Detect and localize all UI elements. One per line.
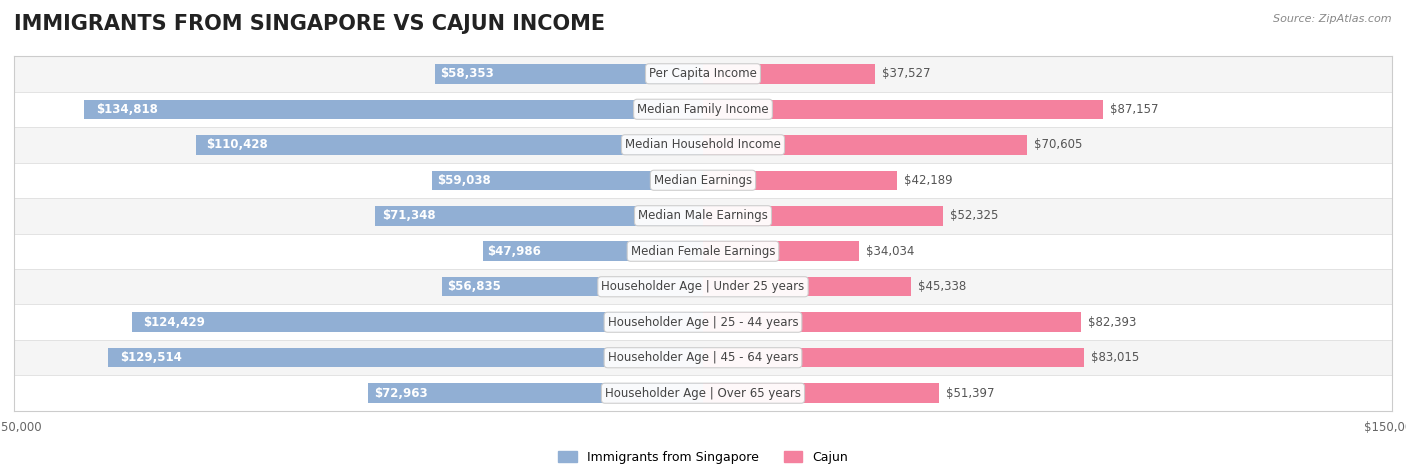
Text: $72,963: $72,963 (374, 387, 429, 400)
Bar (703, 277, 911, 297)
Bar (14, 127, 1392, 163)
Text: $129,514: $129,514 (120, 351, 181, 364)
Text: $71,348: $71,348 (382, 209, 436, 222)
Bar (14, 340, 1392, 375)
Bar (703, 206, 943, 226)
Bar (14, 198, 1392, 234)
Text: $58,353: $58,353 (440, 67, 494, 80)
Text: $70,605: $70,605 (1035, 138, 1083, 151)
Bar (14, 56, 1392, 92)
Bar (14, 375, 1392, 411)
Text: Median Female Earnings: Median Female Earnings (631, 245, 775, 258)
Text: Median Family Income: Median Family Income (637, 103, 769, 116)
Text: $51,397: $51,397 (946, 387, 994, 400)
Text: Source: ZipAtlas.com: Source: ZipAtlas.com (1274, 14, 1392, 24)
Bar (14, 234, 1392, 269)
Bar (195, 135, 703, 155)
Bar (14, 269, 1392, 304)
Bar (703, 170, 897, 190)
Text: $134,818: $134,818 (96, 103, 157, 116)
Bar (108, 348, 703, 368)
Legend: Immigrants from Singapore, Cajun: Immigrants from Singapore, Cajun (553, 446, 853, 467)
Text: $110,428: $110,428 (205, 138, 267, 151)
Bar (703, 348, 1084, 368)
Text: $45,338: $45,338 (918, 280, 966, 293)
Text: $37,527: $37,527 (882, 67, 931, 80)
Bar (14, 92, 1392, 127)
Bar (703, 383, 939, 403)
Bar (482, 241, 703, 261)
Text: $59,038: $59,038 (437, 174, 491, 187)
Bar (441, 277, 703, 297)
Text: $34,034: $34,034 (866, 245, 914, 258)
Bar (368, 383, 703, 403)
Text: $42,189: $42,189 (904, 174, 952, 187)
Text: Householder Age | 45 - 64 years: Householder Age | 45 - 64 years (607, 351, 799, 364)
Bar (84, 99, 703, 119)
Text: $56,835: $56,835 (447, 280, 501, 293)
Bar (432, 170, 703, 190)
Text: Median Earnings: Median Earnings (654, 174, 752, 187)
Bar (434, 64, 703, 84)
Text: $124,429: $124,429 (143, 316, 205, 329)
Text: Householder Age | Under 25 years: Householder Age | Under 25 years (602, 280, 804, 293)
Text: Householder Age | Over 65 years: Householder Age | Over 65 years (605, 387, 801, 400)
Text: IMMIGRANTS FROM SINGAPORE VS CAJUN INCOME: IMMIGRANTS FROM SINGAPORE VS CAJUN INCOM… (14, 14, 605, 34)
Text: Per Capita Income: Per Capita Income (650, 67, 756, 80)
Text: Householder Age | 25 - 44 years: Householder Age | 25 - 44 years (607, 316, 799, 329)
Bar (132, 312, 703, 332)
Bar (703, 64, 876, 84)
Text: $83,015: $83,015 (1091, 351, 1139, 364)
Bar (703, 99, 1104, 119)
Bar (375, 206, 703, 226)
Bar (14, 163, 1392, 198)
Text: $87,157: $87,157 (1111, 103, 1159, 116)
Bar (703, 135, 1028, 155)
Text: $47,986: $47,986 (486, 245, 541, 258)
Text: $52,325: $52,325 (950, 209, 998, 222)
Text: Median Male Earnings: Median Male Earnings (638, 209, 768, 222)
Bar (703, 312, 1081, 332)
Text: $82,393: $82,393 (1088, 316, 1136, 329)
Bar (703, 241, 859, 261)
Bar (14, 304, 1392, 340)
Text: Median Household Income: Median Household Income (626, 138, 780, 151)
